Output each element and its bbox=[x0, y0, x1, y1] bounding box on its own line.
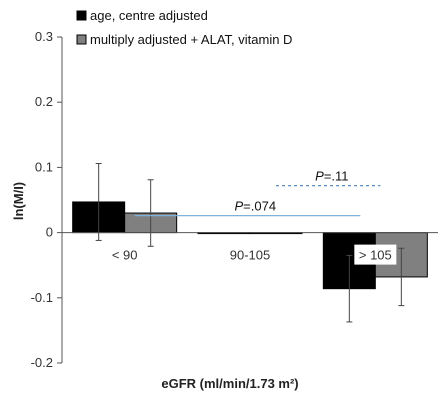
category-label: > 105 bbox=[359, 248, 392, 263]
legend-swatch-multiply-adjusted bbox=[76, 34, 87, 45]
category-label: < 90 bbox=[112, 248, 138, 263]
y-tick-label: 0.2 bbox=[35, 94, 53, 109]
y-tick-label: 0 bbox=[46, 225, 53, 240]
p-value-label: P=.074 bbox=[235, 199, 277, 214]
y-tick-label: 0.3 bbox=[35, 29, 53, 44]
y-axis-ticks: -0.2 -0.1 0 0.1 0.2 0.3 bbox=[31, 29, 62, 370]
category-label: 90-105 bbox=[230, 248, 270, 263]
legend: age, centre adjusted multiply adjusted +… bbox=[76, 8, 292, 47]
legend-label-multiply-adjusted: multiply adjusted + ALAT, vitamin D bbox=[90, 32, 292, 47]
bars bbox=[72, 162, 428, 323]
p-value-text: =.074 bbox=[243, 199, 276, 214]
p-value-symbol: P bbox=[235, 199, 244, 214]
legend-swatch-age-centre-adjusted bbox=[76, 10, 87, 21]
y-axis-title: ln(M/I) bbox=[11, 182, 26, 220]
y-tick-label: -0.2 bbox=[31, 355, 53, 370]
x-axis-title: eGFR (ml/min/1.73 m²) bbox=[161, 376, 298, 391]
legend-label-age-centre-adjusted: age, centre adjusted bbox=[90, 8, 208, 23]
p-value-symbol: P bbox=[315, 169, 324, 184]
y-tick-label: -0.1 bbox=[31, 290, 53, 305]
category-label-background bbox=[354, 244, 397, 265]
y-tick-label: 0.1 bbox=[35, 159, 53, 174]
category-labels: < 90 90-105 > 105 bbox=[112, 244, 397, 265]
p-value-text: =.11 bbox=[324, 169, 349, 184]
p-value-label: P=.11 bbox=[315, 169, 348, 184]
